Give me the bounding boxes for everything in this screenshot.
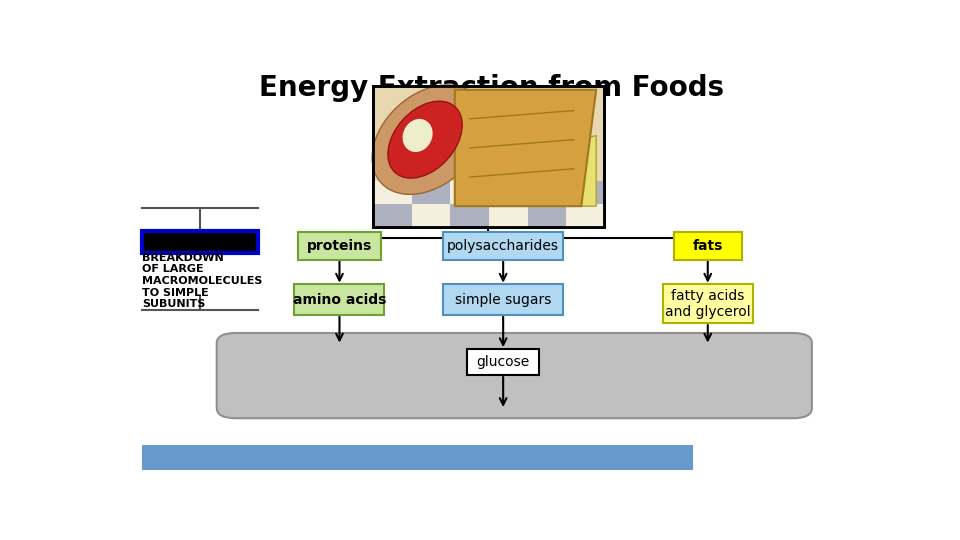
Bar (566, 181, 605, 204)
Bar (372, 85, 604, 227)
Text: amino acids: amino acids (293, 293, 386, 307)
Polygon shape (455, 90, 596, 206)
Text: BREAKDOWN
OF LARGE
MACROMOLECULES
TO SIMPLE
SUBUNITS: BREAKDOWN OF LARGE MACROMOLECULES TO SIM… (142, 253, 263, 309)
Ellipse shape (372, 85, 486, 194)
FancyBboxPatch shape (444, 232, 564, 260)
Bar (412, 181, 450, 204)
FancyBboxPatch shape (217, 333, 812, 418)
Bar (489, 204, 528, 227)
Ellipse shape (388, 101, 462, 178)
Bar (372, 181, 412, 204)
Text: fatty acids
and glycerol: fatty acids and glycerol (665, 289, 751, 319)
Polygon shape (537, 136, 596, 206)
Bar (450, 204, 489, 227)
FancyBboxPatch shape (299, 232, 381, 260)
Text: simple sugars: simple sugars (455, 293, 551, 307)
Bar (450, 181, 489, 204)
Bar (528, 204, 566, 227)
Bar (489, 181, 528, 204)
Text: polysaccharides: polysaccharides (447, 239, 559, 253)
Text: fats: fats (692, 239, 723, 253)
Ellipse shape (402, 119, 433, 152)
Bar (372, 204, 412, 227)
Bar (566, 204, 605, 227)
FancyBboxPatch shape (444, 285, 564, 315)
Bar (528, 181, 566, 204)
FancyBboxPatch shape (674, 232, 742, 260)
Bar (372, 85, 604, 227)
Text: Energy Extraction from Foods: Energy Extraction from Foods (259, 73, 725, 102)
Text: glucose: glucose (476, 355, 530, 369)
Text: proteins: proteins (307, 239, 372, 253)
Bar (142, 231, 257, 253)
FancyBboxPatch shape (295, 285, 385, 315)
Bar (412, 204, 450, 227)
Bar (142, 446, 693, 470)
FancyBboxPatch shape (662, 285, 753, 323)
FancyBboxPatch shape (468, 349, 539, 375)
